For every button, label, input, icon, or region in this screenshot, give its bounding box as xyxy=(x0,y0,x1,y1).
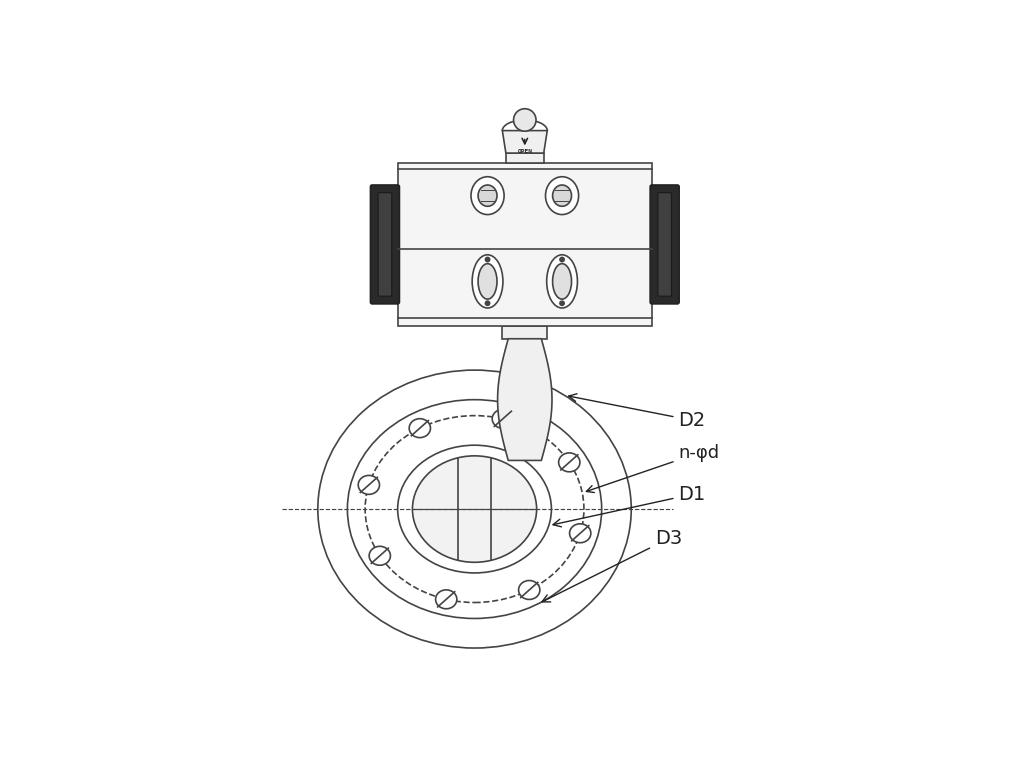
Polygon shape xyxy=(503,131,547,153)
Text: D2: D2 xyxy=(568,394,706,430)
Ellipse shape xyxy=(471,177,504,214)
FancyBboxPatch shape xyxy=(657,193,672,296)
Ellipse shape xyxy=(569,524,591,543)
Bar xyxy=(506,153,544,163)
Circle shape xyxy=(484,257,490,263)
Ellipse shape xyxy=(358,475,380,495)
Text: OPEN: OPEN xyxy=(517,149,532,154)
Text: D3: D3 xyxy=(542,529,682,602)
Ellipse shape xyxy=(559,453,580,472)
Ellipse shape xyxy=(478,185,497,207)
Ellipse shape xyxy=(493,409,513,429)
Ellipse shape xyxy=(435,590,457,609)
Circle shape xyxy=(559,257,565,263)
Ellipse shape xyxy=(546,177,579,214)
Ellipse shape xyxy=(410,419,430,438)
Bar xyxy=(397,163,652,326)
Circle shape xyxy=(559,300,565,306)
Text: D1: D1 xyxy=(553,485,706,527)
FancyBboxPatch shape xyxy=(650,185,679,304)
Ellipse shape xyxy=(553,185,571,207)
Bar xyxy=(503,326,547,339)
FancyBboxPatch shape xyxy=(378,193,392,296)
Ellipse shape xyxy=(369,546,390,565)
Ellipse shape xyxy=(553,263,571,299)
Ellipse shape xyxy=(547,255,578,308)
Ellipse shape xyxy=(518,581,540,600)
FancyBboxPatch shape xyxy=(371,185,399,304)
Ellipse shape xyxy=(478,263,497,299)
Ellipse shape xyxy=(413,456,537,562)
Circle shape xyxy=(484,300,490,306)
Text: n-φd: n-φd xyxy=(587,444,720,492)
Circle shape xyxy=(514,109,536,131)
Polygon shape xyxy=(498,339,552,461)
Ellipse shape xyxy=(472,255,503,308)
